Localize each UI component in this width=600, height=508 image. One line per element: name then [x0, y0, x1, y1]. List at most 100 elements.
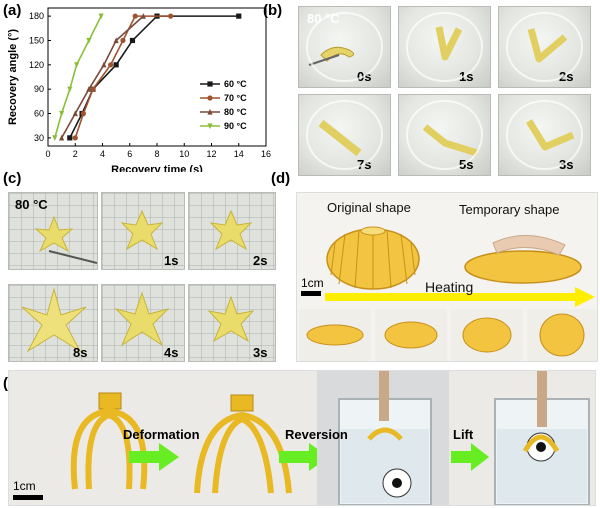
x-tick-label: 14	[234, 149, 244, 159]
data-point	[207, 95, 213, 101]
scale-bar-label-d: 1cm	[301, 276, 324, 290]
flattened-lantern	[464, 234, 582, 284]
original-lantern	[326, 226, 420, 290]
photo-b-1s: 1s	[398, 6, 491, 88]
data-point	[90, 86, 96, 92]
original-shape-label: Original shape	[327, 200, 411, 215]
temporary-shape-label: Temporary shape	[459, 202, 560, 217]
lift-label: Lift	[453, 427, 474, 442]
data-point	[98, 13, 104, 20]
photo-b-3s: 3s	[498, 94, 591, 176]
time-label: 8s	[73, 345, 88, 360]
temp-label-c: 80 °C	[15, 197, 48, 212]
series-line	[54, 15, 102, 139]
beaker-lift	[494, 371, 590, 505]
photo-c-2s: 2s	[188, 192, 276, 270]
data-point	[113, 62, 119, 68]
series-line	[60, 15, 144, 139]
time-label: 1s	[164, 253, 179, 268]
time-label: 2s	[253, 253, 268, 268]
y-tick-label: 60	[34, 109, 44, 119]
data-point	[80, 110, 87, 117]
x-axis-label: Recovery time (s)	[111, 164, 203, 172]
time-label: 7s	[357, 157, 372, 172]
photo-b-5s: 5s	[398, 94, 491, 176]
scale-bar-label-e: 1cm	[13, 479, 36, 493]
gripper-deformed	[194, 394, 292, 494]
heating-label: Heating	[425, 279, 474, 295]
x-tick-label: 0	[45, 149, 50, 159]
gripper-original	[70, 392, 148, 490]
x-tick-label: 4	[100, 149, 105, 159]
green-arrow-1	[129, 443, 179, 471]
photo-b-2s: 2s	[498, 6, 591, 88]
x-tick-label: 6	[127, 149, 132, 159]
data-point	[129, 37, 136, 44]
data-point	[101, 61, 107, 68]
data-point	[168, 13, 174, 19]
data-point	[108, 62, 114, 68]
data-point	[67, 135, 73, 141]
data-point	[140, 13, 146, 19]
data-point	[52, 135, 58, 141]
x-tick-label: 16	[261, 149, 271, 159]
photo-c-1s: 1s	[101, 192, 185, 270]
temp-label-b: 80 °C	[307, 11, 340, 26]
photo-b-7s: 7s	[298, 94, 391, 176]
data-point	[86, 86, 92, 92]
green-arrow-3	[451, 443, 489, 471]
heating-arrow	[325, 287, 595, 307]
recovery-angle-chart: 0 2 4 6 8 10 12 14 16 30 60 90 120 150 180 Recovery tim…	[7, 7, 271, 172]
deformation-label: Deformation	[123, 427, 200, 442]
photo-c-8s: 8s	[8, 284, 98, 362]
x-tick-label: 2	[73, 149, 78, 159]
data-point	[207, 123, 213, 130]
time-label: 4s	[164, 345, 179, 360]
legend-label: 80 °C	[224, 107, 247, 117]
time-label: 1s	[459, 69, 474, 84]
data-point	[59, 134, 65, 141]
data-point	[132, 13, 138, 19]
y-tick-label: 90	[34, 84, 44, 94]
photo-e: Deformation Reversion Lift 1cm	[8, 370, 596, 506]
beaker-reversion	[317, 371, 449, 505]
data-point	[113, 37, 119, 44]
photo-c-4s: 4s	[101, 284, 185, 362]
y-tick-label: 180	[29, 11, 44, 21]
data-point	[74, 62, 80, 68]
data-point	[72, 110, 78, 117]
data-point	[207, 81, 213, 87]
data-point	[236, 13, 242, 19]
series-line	[69, 15, 239, 139]
photo-d: Original shape Temporary shape	[296, 192, 598, 362]
data-point	[59, 110, 65, 117]
data-point	[86, 37, 92, 44]
x-tick-label: 8	[154, 149, 159, 159]
panel-label-c: (c)	[3, 170, 22, 187]
legend-label: 90 °C	[224, 121, 247, 131]
legend-label: 60 °C	[224, 79, 247, 89]
x-tick-label: 12	[206, 149, 216, 159]
time-label: 2s	[559, 69, 574, 84]
panel-label-d: (d)	[271, 170, 291, 187]
time-label: 3s	[559, 157, 574, 172]
y-tick-label: 150	[29, 35, 44, 45]
legend-label: 70 °C	[224, 93, 247, 103]
data-point	[72, 135, 78, 141]
x-tick-label: 10	[179, 149, 189, 159]
scale-bar-e	[13, 495, 43, 500]
time-label: 0s	[357, 69, 372, 84]
photo-b-0s: 80 °C 0s	[298, 6, 391, 88]
panel-label-a: (a)	[3, 2, 22, 19]
photo-c-start: 80 °C	[8, 192, 98, 270]
y-tick-label: 30	[34, 133, 44, 143]
data-point	[120, 37, 126, 44]
reversion-label: Reversion	[285, 427, 348, 442]
time-label: 3s	[253, 345, 268, 360]
y-axis-label: Recovery angle (°)	[7, 29, 19, 125]
time-label: 5s	[459, 157, 474, 172]
panel-label-b: (b)	[263, 2, 283, 19]
data-point	[67, 86, 73, 93]
y-tick-label: 120	[29, 60, 44, 70]
photo-c-3s: 3s	[188, 284, 276, 362]
